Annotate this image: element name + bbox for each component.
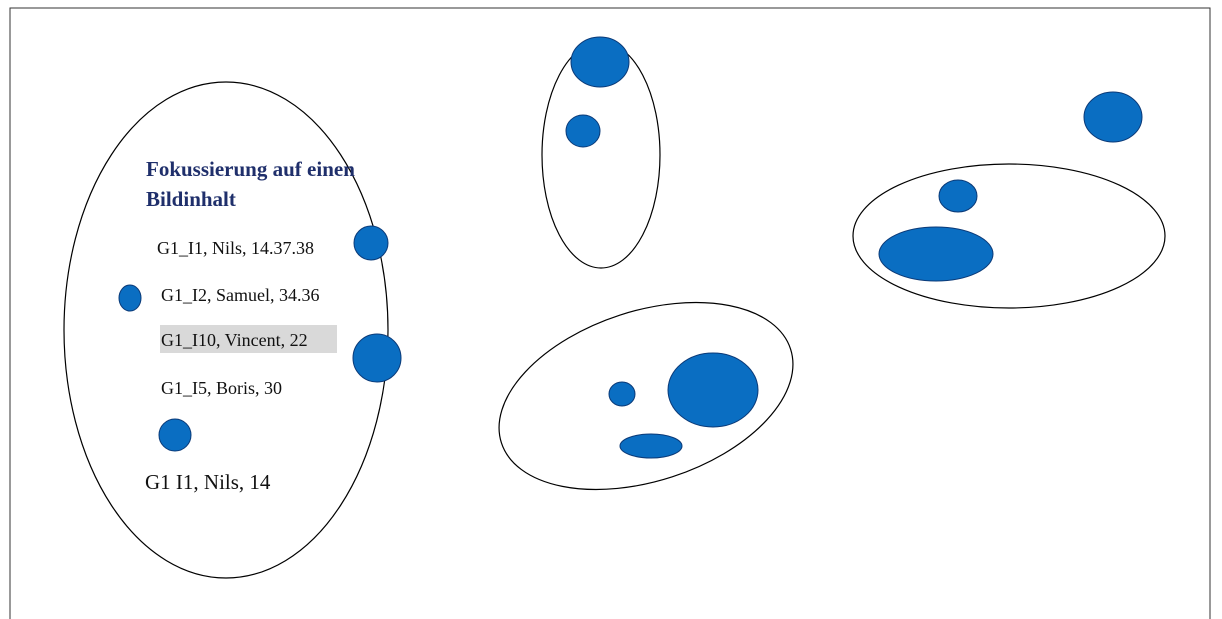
entry-label-3: G1_I10, Vincent, 22 <box>161 330 308 350</box>
dot-right-top <box>1083 91 1143 143</box>
cluster-right <box>852 163 1166 309</box>
cluster-left <box>63 81 389 579</box>
diagram-frame <box>9 7 1211 619</box>
cluster-bottom-center <box>498 301 794 491</box>
dot-left-2 <box>118 284 142 312</box>
dot-top-center-small <box>565 114 601 148</box>
dot-bottom-center-large <box>667 352 759 428</box>
dot-bottom-center-flat <box>619 433 683 459</box>
dot-top-center-large <box>570 36 630 88</box>
entry-label-4: G1_I5, Boris, 30 <box>161 378 282 398</box>
dot-left-4 <box>158 418 192 452</box>
dot-bottom-center-small <box>608 381 636 407</box>
dot-right-small <box>938 179 978 213</box>
diagram-title-line-2: Bildinhalt <box>146 187 236 211</box>
dot-left-1 <box>353 225 389 261</box>
entry-label-1: G1_I1, Nils, 14.37.38 <box>157 238 314 258</box>
dot-left-3 <box>352 333 402 383</box>
entry-label-5: G1 I1, Nils, 14 <box>145 470 271 494</box>
entry-label-2: G1_I2, Samuel, 34.36 <box>161 285 319 305</box>
entry-highlight <box>160 325 337 353</box>
diagram-title-line-1: Fokussierung auf einen <box>146 157 355 181</box>
dot-right-flat <box>878 226 994 282</box>
